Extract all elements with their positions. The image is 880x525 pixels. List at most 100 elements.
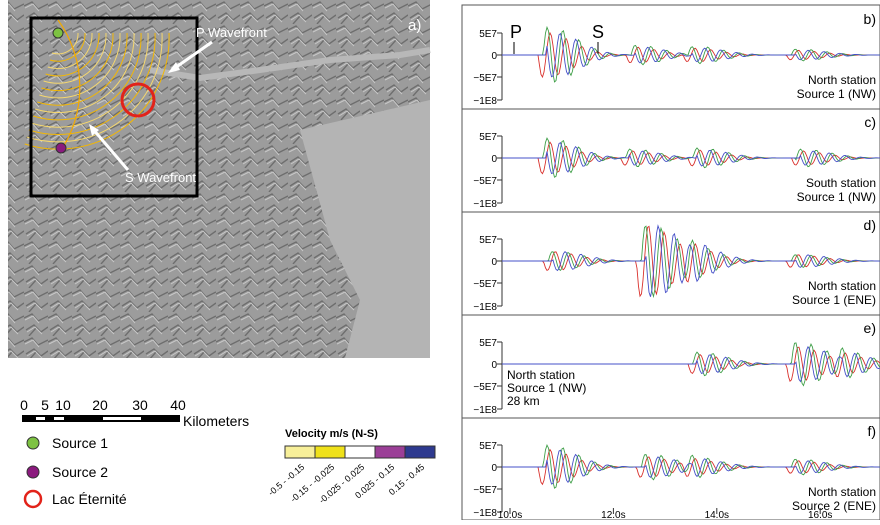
y-tick-label: 0 bbox=[491, 360, 497, 371]
waveform bbox=[502, 345, 880, 383]
y-tick-label: −5E7 bbox=[473, 279, 497, 290]
arrow bbox=[171, 40, 213, 72]
arrow-head bbox=[89, 124, 99, 136]
source-2 bbox=[55, 142, 67, 154]
phase-label: P bbox=[510, 22, 522, 42]
x-tick-label: 12.0s bbox=[601, 510, 625, 520]
y-tick-label: −1E8 bbox=[473, 302, 497, 313]
annotation: S Wavefront bbox=[125, 170, 196, 185]
arrow-head bbox=[168, 62, 180, 73]
y-tick-label: 5E7 bbox=[479, 441, 497, 452]
scale-tick: 20 bbox=[92, 397, 108, 413]
trace-caption: North station bbox=[808, 73, 876, 87]
scale-bar: Kilometers bbox=[22, 413, 249, 429]
arc bbox=[49, 32, 86, 62]
legend-symbol bbox=[23, 489, 43, 509]
waveform bbox=[502, 444, 880, 489]
velocity-title: Velocity m/s (N-S) bbox=[285, 428, 378, 440]
river bbox=[149, 47, 431, 82]
y-tick-label: 5E7 bbox=[479, 29, 497, 40]
trace-caption: 28 km bbox=[507, 394, 540, 408]
trace-caption: North station bbox=[808, 485, 876, 499]
arc bbox=[37, 32, 128, 106]
y-tick-label: 0 bbox=[491, 257, 497, 268]
y-tick-label: 5E7 bbox=[479, 132, 497, 143]
y-tick-label: −1E8 bbox=[473, 199, 497, 210]
arc bbox=[32, 32, 142, 121]
trace-caption: North station bbox=[507, 368, 575, 382]
arc bbox=[47, 32, 93, 70]
y-tick-label: −5E7 bbox=[473, 485, 497, 496]
velocity-swatch bbox=[284, 445, 316, 459]
waveform bbox=[502, 225, 880, 299]
arc bbox=[51, 32, 79, 55]
bar bbox=[103, 417, 141, 420]
arc bbox=[45, 32, 100, 77]
waveform bbox=[502, 449, 880, 485]
legend-label: Source 2 bbox=[52, 464, 108, 480]
arc bbox=[39, 32, 121, 99]
legend: Source 1 Source 2 Lac Éternité bbox=[23, 435, 127, 509]
scale-tick: 30 bbox=[132, 397, 148, 413]
waveform bbox=[502, 225, 880, 298]
y-tick-label: 5E7 bbox=[479, 235, 497, 246]
y-tick-label: 0 bbox=[491, 463, 497, 474]
y-tick-label: −5E7 bbox=[473, 382, 497, 393]
trace-caption: Source 1 (NW) bbox=[797, 190, 876, 204]
x-tick-label: 16.0s bbox=[808, 510, 832, 520]
panel-label: e) bbox=[864, 320, 876, 336]
waveform bbox=[502, 142, 880, 175]
map: P Wavefront S Wavefront a) bbox=[8, 0, 431, 358]
arc bbox=[30, 32, 149, 128]
velocity-swatch bbox=[374, 445, 406, 459]
scale-unit: Kilometers bbox=[183, 413, 249, 429]
bar bbox=[22, 415, 180, 422]
waveform bbox=[502, 224, 880, 297]
velocity-legend: -0.5 - -0.15-0.15 - -0.025-0.025 - 0.025… bbox=[266, 445, 436, 506]
arc bbox=[26, 32, 163, 143]
study-box bbox=[29, 16, 199, 198]
scale-ticks: 0 5 10 20 30 40 bbox=[20, 397, 186, 413]
bar bbox=[54, 417, 64, 420]
scale-tick: 10 bbox=[55, 397, 71, 413]
x-tick-label: 14.0s bbox=[705, 510, 729, 520]
bar bbox=[36, 417, 45, 420]
velocity-swatch bbox=[314, 445, 346, 459]
trace-caption: Source 2 (ENE) bbox=[792, 499, 876, 513]
trace-caption: North station bbox=[808, 279, 876, 293]
panel-label: b) bbox=[864, 11, 876, 27]
source-1 bbox=[52, 27, 64, 39]
y-tick-label: −1E8 bbox=[473, 96, 497, 107]
panel-label: c) bbox=[864, 114, 876, 130]
annotation: P Wavefront bbox=[196, 25, 267, 40]
panel-label: a) bbox=[408, 17, 421, 34]
arc bbox=[43, 32, 107, 84]
scale-tick: 5 bbox=[41, 397, 49, 413]
scale-tick: 0 bbox=[20, 397, 28, 413]
arc bbox=[28, 32, 156, 135]
y-tick-label: 5E7 bbox=[479, 338, 497, 349]
y-tick-label: 0 bbox=[491, 51, 497, 62]
legend-label: Lac Éternité bbox=[52, 491, 127, 507]
y-tick-label: −5E7 bbox=[473, 73, 497, 84]
trace-caption: South station bbox=[806, 176, 876, 190]
velocity-swatch bbox=[404, 445, 436, 459]
waveform bbox=[502, 25, 880, 83]
waveform bbox=[502, 32, 880, 78]
trace-caption: Source 1 (ENE) bbox=[792, 293, 876, 307]
arc bbox=[24, 32, 170, 150]
y-tick-label: −1E8 bbox=[473, 405, 497, 416]
legend-label: Source 1 bbox=[52, 435, 108, 451]
legend-symbol bbox=[26, 436, 40, 450]
panel-label: f) bbox=[867, 423, 876, 439]
y-tick-label: 0 bbox=[491, 154, 497, 165]
panel-label: d) bbox=[864, 217, 876, 233]
arc bbox=[57, 19, 81, 153]
arc bbox=[35, 32, 135, 113]
trace-caption: Source 1 (NW) bbox=[797, 87, 876, 101]
velocity-swatch bbox=[344, 445, 376, 459]
lake bbox=[300, 100, 430, 358]
lake-marker bbox=[120, 82, 156, 118]
